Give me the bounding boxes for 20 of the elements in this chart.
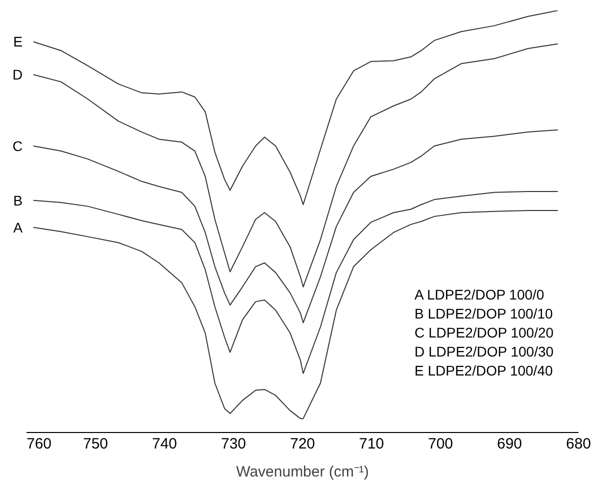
series-label: A — [13, 219, 24, 236]
x-tick-label: 720 — [290, 436, 316, 452]
x-tick-label: 730 — [220, 436, 246, 452]
annotation: C LDPE2/DOP 100/20 — [414, 324, 554, 340]
x-tick-label: 750 — [82, 436, 108, 452]
x-tick-label: 700 — [428, 436, 454, 452]
x-axis-title: Wavenumber (cm⁻¹) — [236, 464, 369, 480]
series-label: B — [13, 192, 23, 208]
series-label: E — [13, 34, 23, 50]
x-tick-label: 760 — [26, 436, 52, 452]
x-tick-label: 690 — [496, 436, 522, 452]
annotation: A LDPE2/DOP 100/0 — [414, 286, 544, 302]
x-tick-label: 680 — [566, 436, 592, 452]
x-tick-label: 710 — [358, 436, 384, 452]
series-label: C — [12, 138, 23, 154]
annotation: E LDPE2/DOP 100/40 — [414, 362, 553, 378]
annotation: D LDPE2/DOP 100/30 — [414, 344, 554, 360]
series-label: D — [12, 66, 23, 83]
x-tick-label: 740 — [152, 436, 178, 452]
annotation: B LDPE2/DOP 100/10 — [414, 306, 553, 322]
